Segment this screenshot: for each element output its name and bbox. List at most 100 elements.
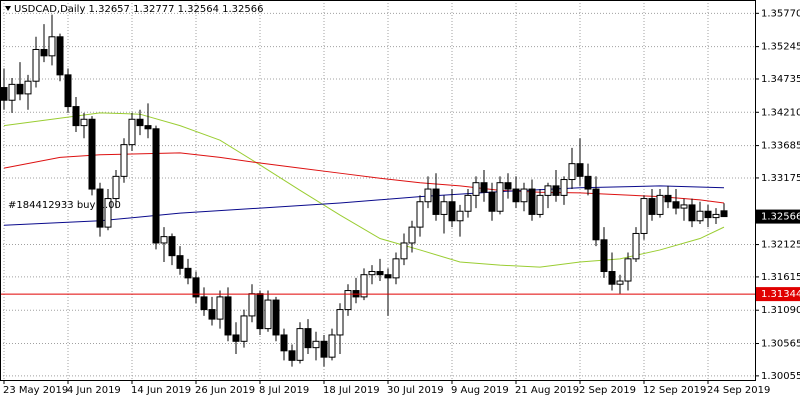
order-annotation: #184412933 buy 1.00 <box>8 200 121 211</box>
candle-body <box>424 188 432 203</box>
candle-body <box>136 118 144 127</box>
candle-body <box>296 328 304 361</box>
candle-body <box>224 296 232 336</box>
candle-body <box>504 182 512 190</box>
candle-body <box>64 74 72 108</box>
candle-body <box>496 182 504 212</box>
candle-body <box>432 188 440 215</box>
candle-body <box>416 201 424 228</box>
candle-body <box>408 226 416 244</box>
candle-body <box>176 255 184 269</box>
candle-body <box>96 188 104 228</box>
candle-body <box>208 309 216 320</box>
candle-body <box>200 296 208 311</box>
y-tick-label: 1.30055 <box>761 371 800 382</box>
candle-body <box>712 213 720 219</box>
hline-label: 1.31344 <box>761 289 800 300</box>
chart-title: USDCAD,Daily 1.32657 1.32777 1.32564 1.3… <box>14 4 264 15</box>
x-tick-label: 21 Aug 2019 <box>515 385 579 396</box>
y-tick-label: 1.35245 <box>761 42 800 53</box>
candle-body <box>128 118 136 146</box>
y-tick-label: 1.35770 <box>761 8 800 19</box>
candle-body <box>440 201 448 215</box>
x-tick-label: 24 Sep 2019 <box>707 385 770 396</box>
candle-body <box>8 83 16 101</box>
plot-area <box>0 0 755 380</box>
candle-body <box>264 299 272 330</box>
candle-body <box>16 83 24 95</box>
candle-body <box>240 315 248 342</box>
candle-body <box>248 293 256 317</box>
candle-body <box>0 87 8 101</box>
y-tick-label: 1.33685 <box>761 141 800 152</box>
candle-body <box>392 258 400 279</box>
candle-body <box>632 232 640 260</box>
candle-body <box>584 175 592 190</box>
candle-body <box>360 274 368 298</box>
candle-body <box>288 350 296 361</box>
hline-label-bg <box>756 287 800 302</box>
candle-body <box>40 48 48 57</box>
candle-body <box>472 182 480 196</box>
candle-body <box>616 280 624 285</box>
price-label-bg <box>756 209 800 224</box>
price-label: 1.32566 <box>761 212 800 223</box>
candle-body <box>80 118 88 127</box>
candle-body <box>560 179 568 196</box>
x-tick-label: 2 Sep 2019 <box>579 385 636 396</box>
candle-body <box>656 194 664 215</box>
indicator-line <box>3 112 725 268</box>
candle-body <box>344 290 352 311</box>
candle-body <box>688 204 696 222</box>
candle-body <box>520 188 528 203</box>
candle-body <box>304 328 312 349</box>
candle-body <box>624 258 632 282</box>
candle-body <box>384 274 392 279</box>
candle-body <box>48 36 56 57</box>
candle-body <box>576 163 584 177</box>
candle-body <box>72 106 80 127</box>
candle-body <box>664 194 672 203</box>
candle-body <box>152 128 160 244</box>
plot-border <box>0 0 756 381</box>
x-tick-label: 18 Jul 2019 <box>323 385 380 396</box>
x-tick-label: 14 Jun 2019 <box>131 385 191 396</box>
candle-body <box>56 36 64 76</box>
indicator-line <box>3 152 725 204</box>
candle-body <box>312 340 320 349</box>
candle-body <box>280 334 288 352</box>
x-tick-label: 12 Sep 2019 <box>643 385 706 396</box>
candle-body <box>488 191 496 212</box>
candle-body <box>600 239 608 273</box>
candle-body <box>640 198 648 234</box>
candle-body <box>608 271 616 285</box>
candle-body <box>704 210 712 219</box>
candle-body <box>24 80 32 95</box>
y-tick-label: 1.31090 <box>761 305 800 316</box>
candle-body <box>192 277 200 298</box>
candle-body <box>480 182 488 193</box>
y-tick-label: 1.34735 <box>761 74 800 85</box>
candle-body <box>144 125 152 130</box>
y-tick-label: 1.32125 <box>761 240 800 251</box>
candle-body <box>464 194 472 212</box>
candle-body <box>272 299 280 336</box>
candle-body <box>536 194 544 215</box>
x-tick-label: 8 Jul 2019 <box>259 385 309 396</box>
candle-body <box>320 340 328 358</box>
candle-body <box>720 210 728 218</box>
x-tick-label: 4 Jun 2019 <box>67 385 121 396</box>
candle-body <box>160 236 168 244</box>
y-tick-label: 1.34210 <box>761 107 800 118</box>
candle-body <box>648 198 656 215</box>
x-tick-label: 9 Aug 2019 <box>451 385 509 396</box>
candle-body <box>168 236 176 257</box>
candle-body <box>88 118 96 190</box>
candle-body <box>112 175 120 200</box>
candle-body <box>512 188 520 203</box>
candle-body <box>328 334 336 358</box>
y-tick-label: 1.31615 <box>761 272 800 283</box>
candle-body <box>336 309 344 336</box>
y-tick-label: 1.33175 <box>761 173 800 184</box>
